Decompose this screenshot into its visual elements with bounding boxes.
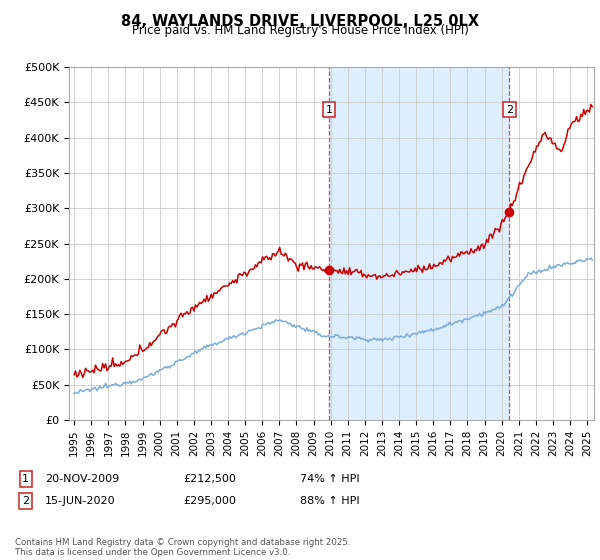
Text: 15-JUN-2020: 15-JUN-2020 [45,496,116,506]
Text: 1: 1 [325,105,332,115]
Text: £212,500: £212,500 [183,474,236,484]
Text: Price paid vs. HM Land Registry's House Price Index (HPI): Price paid vs. HM Land Registry's House … [131,24,469,37]
Text: 88% ↑ HPI: 88% ↑ HPI [300,496,359,506]
Text: 74% ↑ HPI: 74% ↑ HPI [300,474,359,484]
Text: 2: 2 [22,496,29,506]
Text: 84, WAYLANDS DRIVE, LIVERPOOL, L25 0LX: 84, WAYLANDS DRIVE, LIVERPOOL, L25 0LX [121,14,479,29]
Text: Contains HM Land Registry data © Crown copyright and database right 2025.
This d: Contains HM Land Registry data © Crown c… [15,538,350,557]
Text: 2: 2 [506,105,513,115]
Text: 20-NOV-2009: 20-NOV-2009 [45,474,119,484]
Bar [329,67,509,420]
Text: 1: 1 [22,474,29,484]
Text: £295,000: £295,000 [183,496,236,506]
